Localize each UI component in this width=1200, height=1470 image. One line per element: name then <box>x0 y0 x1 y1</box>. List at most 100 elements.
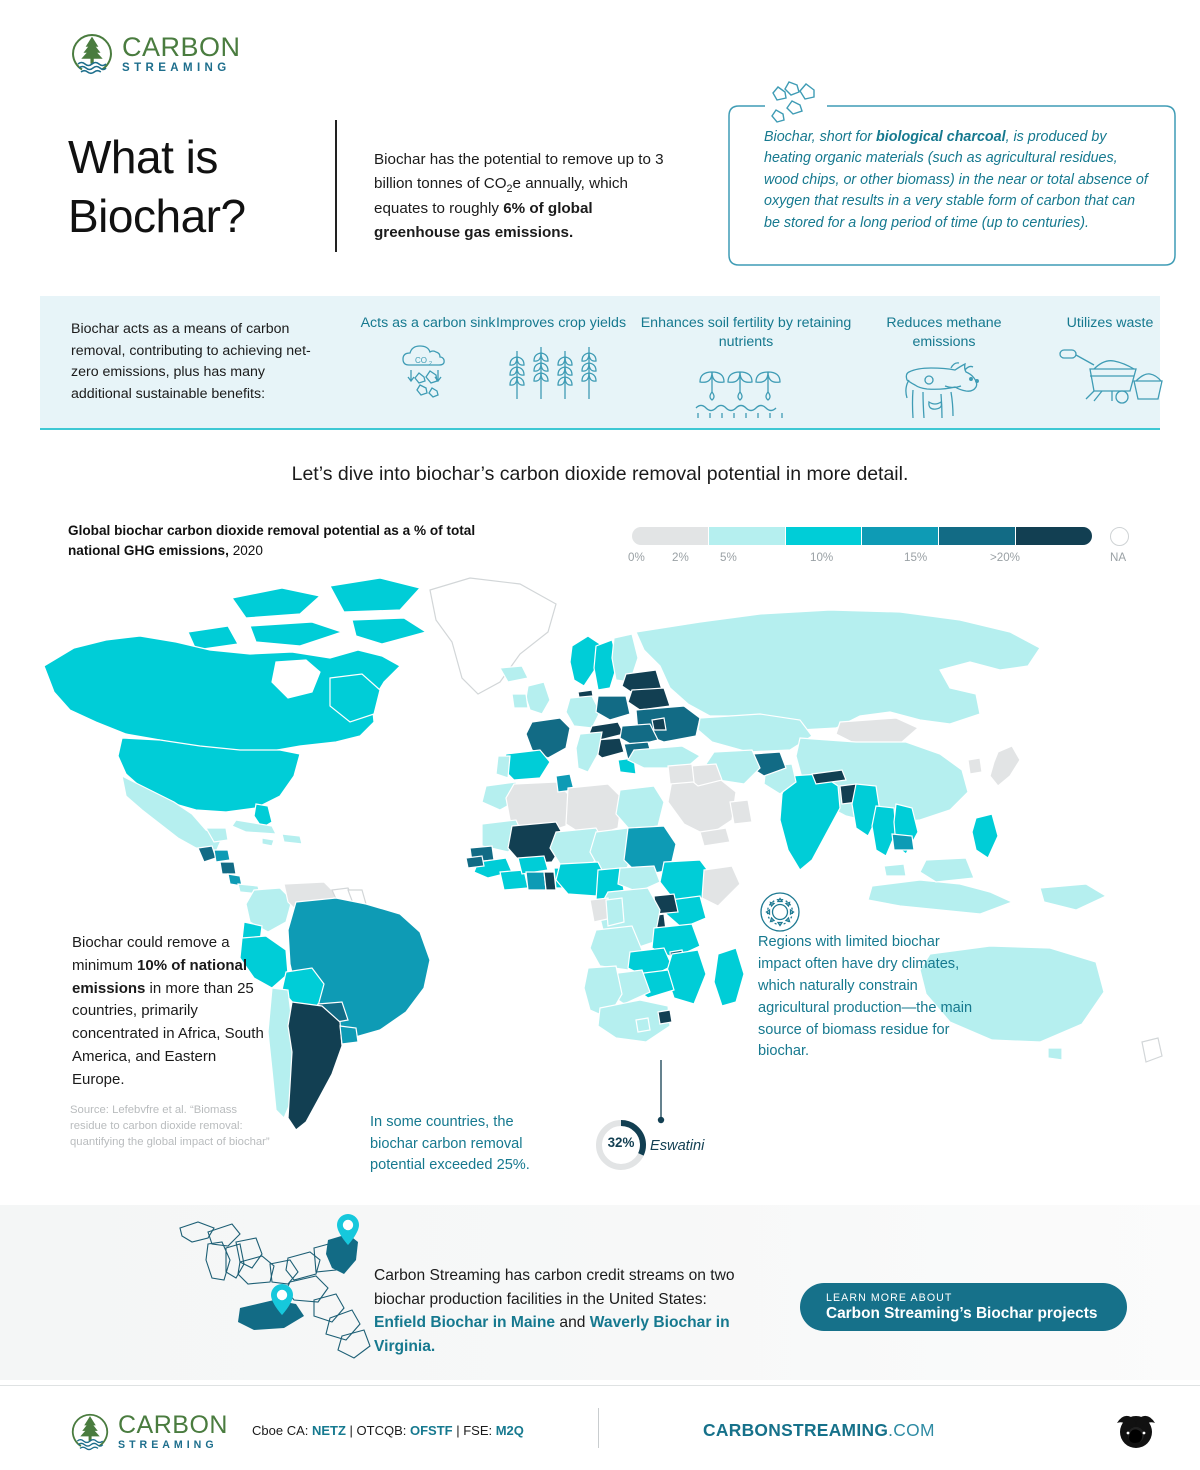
country-burkina-faso <box>517 855 549 875</box>
eswatini-country-label: Eswatini <box>650 1138 705 1154</box>
map-source-citation: Source: Lefebvfre et al. “Biomass residu… <box>70 1104 270 1149</box>
intro-part2: e annually, which equates to roughly <box>374 174 628 218</box>
legend-swatch-5 <box>784 527 862 545</box>
map-pin-icon-maine[interactable] <box>337 1214 359 1245</box>
country-cambodia <box>891 833 915 851</box>
country-mali <box>507 821 567 865</box>
benefit-utilizes-waste: Utilizes waste <box>1040 314 1180 405</box>
country-malaysia <box>883 863 907 877</box>
eswatini-donut-chart <box>596 1120 646 1170</box>
callout-text: Biochar, short for biological charcoal, … <box>764 127 1154 234</box>
ticker-ofstf: OFSTF <box>410 1423 453 1438</box>
ticker-netz: NETZ <box>311 1423 346 1438</box>
cta-main-label: Carbon Streaming’s Biochar projects <box>826 1304 1098 1322</box>
world-choropleth-map <box>0 570 1200 1210</box>
country-canada-east <box>329 673 381 723</box>
page-title-line1: What is <box>68 131 218 183</box>
brand-logo-header[interactable]: CARBON STREAMING <box>68 32 241 76</box>
country-jamaica <box>261 837 275 847</box>
country-uk <box>525 681 551 715</box>
website-url-main: CARBONSTREAMING <box>703 1420 889 1440</box>
country-iceland <box>499 665 529 683</box>
legend-tick-2: 5% <box>720 551 737 564</box>
footer-vertical-divider <box>598 1408 600 1448</box>
country-south-africa <box>597 999 671 1043</box>
country-tasmania <box>1047 1047 1063 1061</box>
country-nicaragua <box>219 861 237 875</box>
ticker-m2q: M2Q <box>495 1423 524 1438</box>
callout-part2: , is produced by heating organic materia… <box>764 129 1148 231</box>
eswatini-leader-line <box>657 1060 665 1124</box>
cta-kicker: LEARN MORE ABOUT <box>826 1291 953 1304</box>
country-japan <box>989 745 1021 787</box>
charcoal-chunks-icon <box>771 81 815 123</box>
benefit-label: Improves crop yields <box>495 315 627 331</box>
page-title-line2: Biochar? <box>68 189 246 242</box>
country-greenland-white-inner <box>271 659 321 699</box>
legend-tick-1: 2% <box>672 551 689 564</box>
logo-text-carbon: CARBON <box>118 1411 228 1440</box>
country-canada-arctic3 <box>249 621 344 647</box>
legend-swatch-15 <box>938 527 1016 545</box>
country-portugal <box>495 755 511 779</box>
country-guatemala <box>197 845 217 863</box>
facility-2-link[interactable]: Waverly Biochar in Virginia. <box>374 1314 730 1356</box>
country-italy <box>575 731 603 773</box>
country-syria-jordan <box>667 763 695 785</box>
country-belarus <box>627 687 671 711</box>
learn-more-cta-button[interactable]: LEARN MORE ABOUT Carbon Streaming’s Bioc… <box>800 1283 1127 1331</box>
legend-swatch-10 <box>861 527 939 545</box>
svg-text:CO: CO <box>415 356 427 365</box>
state-maine-highlight <box>326 1234 358 1274</box>
country-france <box>525 717 571 759</box>
tree-circle-logo-icon <box>71 1413 109 1451</box>
country-oman <box>729 799 753 825</box>
country-germany <box>565 695 601 729</box>
wheat-stalks-icon <box>495 343 627 405</box>
map-legend: 0% 2% 5% 10% 15% >20% NA <box>628 527 1152 567</box>
map-note-left: Biochar could remove a minimum 10% of na… <box>72 934 264 1088</box>
brand-logo-footer[interactable]: CARBON STREAMING <box>68 1412 228 1452</box>
map-pin-icon-virginia[interactable] <box>271 1284 293 1315</box>
eswatini-donut-value: 32% <box>607 1135 635 1150</box>
callout-frame <box>728 105 1176 266</box>
country-thailand <box>871 805 897 857</box>
callout-bold: biological charcoal <box>876 129 1006 145</box>
footer-divider-rule <box>0 1385 1200 1386</box>
intro-bold: 6% of global greenhouse gas emissions. <box>374 200 593 241</box>
bottom-text-part1: Carbon Streaming has carbon credit strea… <box>374 1267 735 1308</box>
page-title: What is Biochar? <box>68 128 246 246</box>
country-kazakhstan <box>697 713 813 753</box>
facility-1-link[interactable]: Enfield Biochar in Maine <box>374 1314 556 1332</box>
benefit-carbon-sink: Acts as a carbon sink CO 2 <box>350 314 506 405</box>
country-yemen <box>699 827 731 847</box>
country-uruguay <box>339 1025 359 1045</box>
country-somalia <box>701 865 741 907</box>
legend-tick-3: 10% <box>810 551 834 564</box>
country-guinea-bissau <box>465 855 485 869</box>
ticker-sep-2: | FSE: <box>452 1423 496 1438</box>
country-argentina <box>287 1001 343 1131</box>
benefit-methane: Reduces methane emissions <box>865 314 1023 424</box>
intro-part1: Biochar has the potential to remove up t… <box>374 151 664 192</box>
callout-part1: Biochar, short for <box>764 129 877 145</box>
benefit-crop-yields: Improves crop yields <box>495 314 627 405</box>
country-canada-arctic <box>230 587 322 619</box>
ticker-sep-1: | OTCQB: <box>345 1423 410 1438</box>
country-madagascar <box>713 947 745 1007</box>
country-norway <box>569 635 601 687</box>
map-title: Global biochar carbon dioxide removal po… <box>68 521 488 562</box>
legend-swatch-0 <box>632 527 708 545</box>
website-url[interactable]: CARBONSTREAMING.COM <box>703 1420 935 1441</box>
country-ireland <box>511 693 529 709</box>
visual-capitalist-logo <box>1117 1415 1155 1448</box>
benefit-label: Reduces methane emissions <box>886 315 1002 351</box>
tree-circle-logo-icon <box>72 34 112 75</box>
country-mozambique <box>665 949 707 1005</box>
country-russia <box>635 609 1041 731</box>
legend-tick-4: 15% <box>904 551 928 564</box>
country-nepal <box>811 769 847 785</box>
country-cuba <box>231 819 278 835</box>
legend-tick-0: 0% <box>628 551 645 564</box>
benefits-lead-text: Biochar acts as a means of carbon remova… <box>71 321 311 402</box>
